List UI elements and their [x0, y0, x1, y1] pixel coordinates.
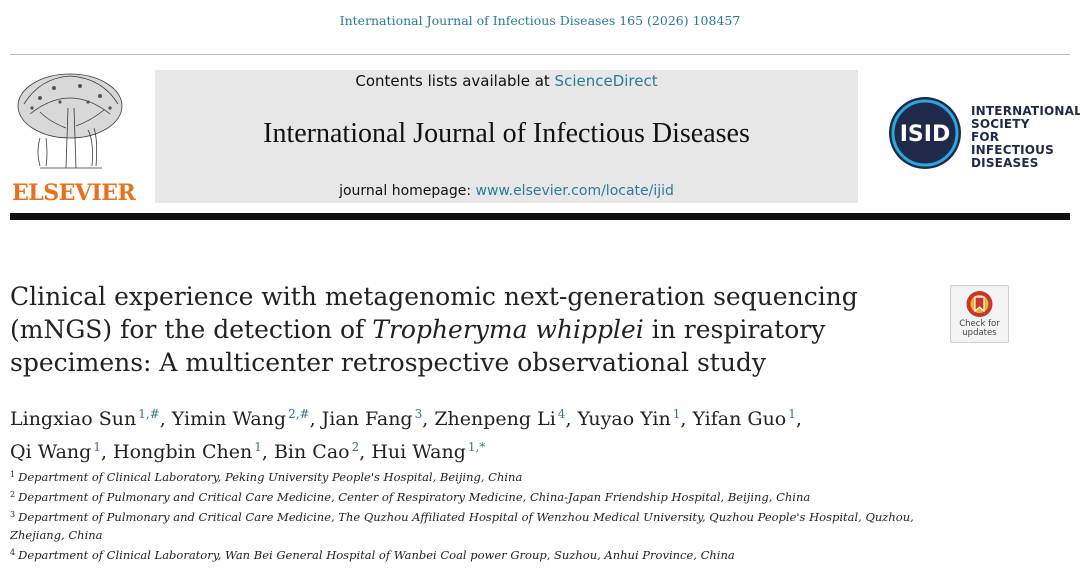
author[interactable]: Hongbin Chen 1: [113, 440, 262, 463]
author-affil[interactable]: 1: [672, 407, 681, 421]
contents-prefix: Contents lists available at: [355, 72, 555, 90]
check-updates-label: Check for updates: [951, 320, 1008, 338]
author[interactable]: Lingxiao Sun 1,#: [10, 407, 160, 430]
author[interactable]: Jian Fang 3: [321, 407, 423, 430]
author-name: Yimin Wang: [171, 408, 287, 430]
homepage-line: journal homepage: www.elsevier.com/locat…: [155, 183, 858, 199]
affiliation-number: 3: [10, 510, 16, 519]
isid-name-line: SOCIETY: [971, 117, 1030, 131]
author-name: Yifan Guo: [692, 408, 787, 430]
affiliation: 2 Department of Pulmonary and Critical Ca…: [10, 486, 930, 506]
author-affil[interactable]: 1,#: [138, 407, 160, 421]
affiliation-text: Department of Pulmonary and Critical Car…: [18, 490, 811, 504]
author[interactable]: Yimin Wang 2,#: [171, 407, 310, 430]
author-name: Bin Cao: [273, 441, 350, 463]
affiliation-number: 1: [10, 470, 16, 479]
affiliation-list: 1 Department of Clinical Laboratory, Peki…: [10, 466, 930, 564]
affiliation: 1 Department of Clinical Laboratory, Peki…: [10, 466, 930, 486]
contents-line: Contents lists available at ScienceDirec…: [155, 72, 858, 90]
masthead-divider: [10, 213, 1070, 220]
author-name: Hui Wang: [371, 441, 466, 463]
title-part-1: Clinical experience with metagenomic nex…: [10, 282, 858, 344]
affiliation-text: Department of Clinical Laboratory, Pekin…: [18, 470, 523, 484]
check-updates-line-2: updates: [962, 328, 997, 338]
journal-masthead: Contents lists available at ScienceDirec…: [155, 70, 858, 203]
affiliation: 4 Department of Clinical Laboratory, Wan …: [10, 544, 930, 564]
elsevier-logo-text: ELSEVIER: [12, 180, 136, 206]
author-affil[interactable]: 1,*: [467, 440, 486, 454]
header-divider: [10, 54, 1070, 55]
author-affil[interactable]: 2,#: [288, 407, 310, 421]
article-title: Clinical experience with metagenomic nex…: [10, 280, 890, 379]
elsevier-tree-logo[interactable]: [10, 68, 132, 206]
author-name: Zhenpeng Li: [434, 408, 556, 430]
author-affil[interactable]: 1: [254, 440, 262, 454]
author[interactable]: Hui Wang 1,*: [371, 440, 486, 463]
journal-homepage-link[interactable]: www.elsevier.com/locate/ijid: [475, 183, 674, 199]
journal-citation[interactable]: International Journal of Infectious Dise…: [339, 13, 741, 28]
author-affil[interactable]: 2: [351, 440, 360, 454]
check-updates-icon: [966, 291, 993, 317]
affiliation-number: 2: [10, 490, 16, 499]
isid-name-line: INTERNATIONAL: [971, 104, 1080, 118]
journal-name[interactable]: International Journal of Infectious Dise…: [263, 118, 750, 149]
homepage-prefix: journal homepage:: [339, 183, 476, 199]
affiliation-number: 4: [10, 548, 16, 557]
author-affil[interactable]: 1: [93, 440, 101, 454]
isid-abbr: ISID: [900, 122, 950, 147]
author-name: Lingxiao Sun: [10, 408, 137, 430]
affiliation-text: Department of Pulmonary and Critical Car…: [10, 510, 914, 542]
isid-logo[interactable]: ISID INTERNATIONAL SOCIETY FOR INFECTIOU…: [888, 96, 1080, 172]
title-part-2: in respiratory specimens: A multicenter …: [10, 315, 826, 377]
sciencedirect-link[interactable]: ScienceDirect: [554, 72, 658, 90]
author-name: Jian Fang: [321, 408, 413, 430]
author[interactable]: Qi Wang 1: [10, 440, 101, 463]
isid-name-line: DISEASES: [971, 156, 1039, 170]
author-affil[interactable]: 3: [414, 407, 423, 421]
check-for-updates-badge[interactable]: Check for updates: [950, 285, 1009, 343]
author[interactable]: Zhenpeng Li 4: [434, 407, 566, 430]
title-organism: Tropheryma whipplei: [372, 315, 644, 344]
author-list: Lingxiao Sun 1,#, Yimin Wang 2,#, Jian Fan…: [10, 407, 802, 463]
author-affil[interactable]: 4: [557, 407, 566, 421]
author-name: Hongbin Chen: [113, 441, 253, 463]
isid-emblem-icon: ISID: [889, 97, 961, 169]
affiliation-text: Department of Clinical Laboratory, Wan B…: [18, 548, 735, 562]
author[interactable]: Yifan Guo 1: [692, 407, 796, 430]
isid-name: INTERNATIONAL SOCIETY FOR INFECTIOUS DIS…: [971, 105, 1080, 170]
isid-name-line: FOR INFECTIOUS: [971, 130, 1054, 157]
author-affil[interactable]: 1: [788, 407, 796, 421]
author-name: Qi Wang: [10, 441, 92, 463]
author[interactable]: Bin Cao 2: [273, 440, 360, 463]
affiliation: 3 Department of Pulmonary and Critical Ca…: [10, 506, 930, 544]
author-name: Yuyao Yin: [577, 408, 671, 430]
author[interactable]: Yuyao Yin 1: [577, 407, 681, 430]
check-updates-line-1: Check for: [959, 319, 1000, 329]
